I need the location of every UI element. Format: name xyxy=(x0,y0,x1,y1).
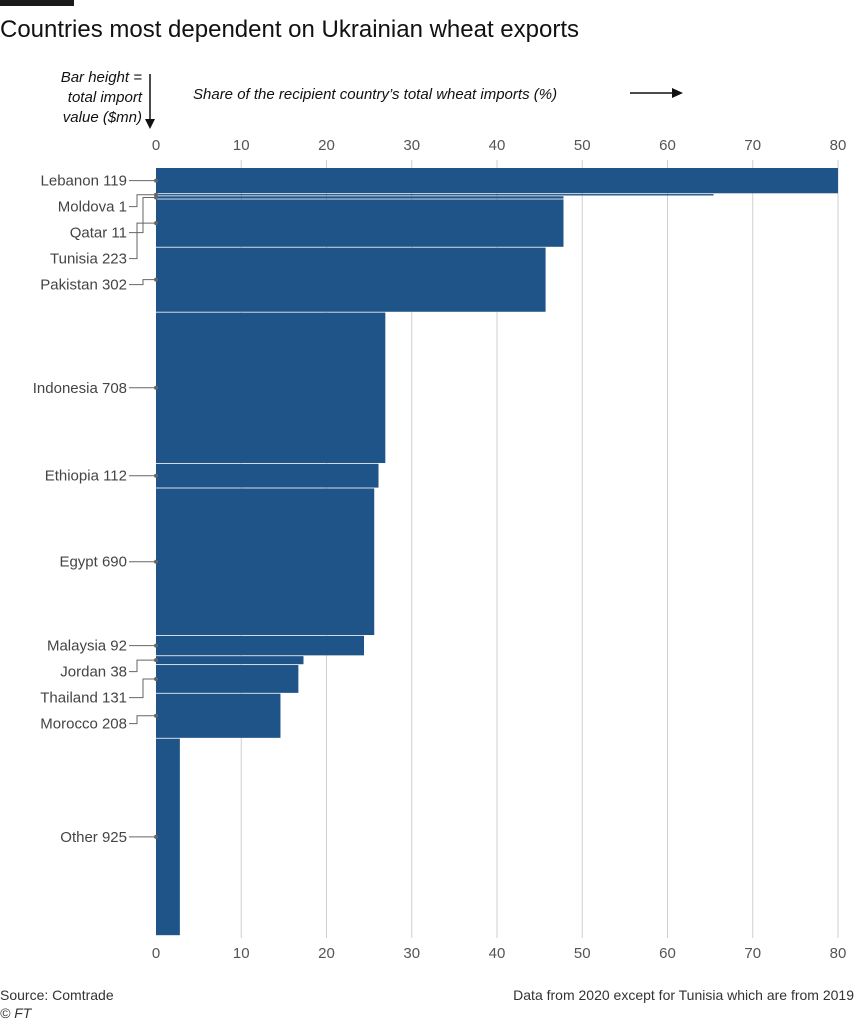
x-tick-label-bottom: 80 xyxy=(830,945,847,962)
category-label: Jordan 38 xyxy=(60,664,127,681)
tick-labels: 0 0 10 10 20 20 30 30 40 40 50 50 60 60 70 70 80 80 xyxy=(152,137,847,962)
category-label: Other 925 xyxy=(60,829,127,846)
label-dot xyxy=(154,658,158,663)
label-dot xyxy=(154,713,158,718)
bar xyxy=(156,199,564,247)
x-tick-label-bottom: 10 xyxy=(233,945,250,962)
label-leader xyxy=(129,678,156,699)
label-leader xyxy=(129,715,156,725)
label-leader xyxy=(129,659,156,673)
data-year-note: Data from 2020 except for Tunisia which … xyxy=(513,987,854,1003)
bar-height-note: Bar height = total import value ($mn) xyxy=(14,68,142,128)
category-label: Thailand 131 xyxy=(40,690,127,707)
label-dot xyxy=(154,643,158,648)
category-label: Malaysia 92 xyxy=(47,638,127,655)
label-dot xyxy=(154,676,158,681)
x-tick-label-top: 20 xyxy=(318,137,335,154)
bar xyxy=(156,168,838,194)
category-label: Egypt 690 xyxy=(59,554,127,571)
x-tick-label-bottom: 70 xyxy=(744,945,761,962)
category-label: Lebanon 119 xyxy=(41,173,127,190)
x-tick-label-top: 50 xyxy=(574,137,591,154)
source-note: Source: Comtrade xyxy=(0,987,114,1003)
credit-note: © FT xyxy=(0,1005,32,1021)
x-tick-label-top: 0 xyxy=(152,137,160,154)
bar xyxy=(156,488,375,636)
category-label: Moldova 1 xyxy=(58,199,127,216)
x-tick-label-top: 60 xyxy=(659,137,676,154)
bar-height-note-line-1: Bar height = xyxy=(60,69,142,86)
bar xyxy=(156,312,386,463)
bar xyxy=(156,247,546,312)
bars-group xyxy=(156,168,838,936)
label-dot xyxy=(154,834,158,839)
x-tick-label-bottom: 60 xyxy=(659,945,676,962)
x-tick-label-top: 40 xyxy=(489,137,506,154)
x-tick-label-top: 70 xyxy=(744,137,761,154)
category-label: Tunisia 223 xyxy=(50,251,127,268)
label-leader xyxy=(129,196,156,234)
x-tick-label-bottom: 20 xyxy=(318,945,335,962)
label-dot xyxy=(154,178,158,183)
category-label: Indonesia 708 xyxy=(33,380,127,397)
x-tick-label-bottom: 0 xyxy=(152,945,160,962)
chart-title: Countries most dependent on Ukrainian wh… xyxy=(0,16,579,43)
label-leader xyxy=(129,194,156,208)
bar-height-note-line-2: total import xyxy=(67,89,142,106)
x-tick-label-bottom: 30 xyxy=(403,945,420,962)
label-dot xyxy=(154,559,158,564)
bar xyxy=(156,196,564,199)
bar-height-note-line-3: value ($mn) xyxy=(62,109,142,126)
label-dot xyxy=(154,195,158,200)
label-dot xyxy=(154,221,158,226)
x-tick-label-top: 30 xyxy=(403,137,420,154)
category-labels: Lebanon 119 Moldova 1 Qatar 11 Tunisia 223 P… xyxy=(33,173,158,846)
x-tick-label-top: 10 xyxy=(233,137,250,154)
x-tick-label-bottom: 40 xyxy=(489,945,506,962)
label-dot xyxy=(154,473,158,478)
bar xyxy=(156,463,379,488)
bar xyxy=(156,635,365,656)
bar xyxy=(156,693,281,738)
x-tick-label-bottom: 50 xyxy=(574,945,591,962)
bar xyxy=(156,656,304,665)
axis-arrows xyxy=(145,74,683,129)
category-label: Ethiopia 112 xyxy=(45,468,127,485)
category-label: Pakistan 302 xyxy=(40,277,127,294)
label-dot xyxy=(154,385,158,390)
x-axis-label: Share of the recipient country’s total w… xyxy=(193,86,558,103)
down-arrow-icon xyxy=(145,119,155,129)
category-label: Morocco 208 xyxy=(40,716,127,733)
label-leader xyxy=(129,222,156,260)
x-tick-label-top: 80 xyxy=(830,137,847,154)
bar xyxy=(156,194,714,196)
label-leader xyxy=(129,279,156,286)
category-label: Qatar 11 xyxy=(70,225,127,242)
bar xyxy=(156,738,180,936)
label-dot xyxy=(154,277,158,282)
top-rule xyxy=(0,0,74,6)
right-arrow-icon xyxy=(672,88,683,98)
bar xyxy=(156,665,299,693)
